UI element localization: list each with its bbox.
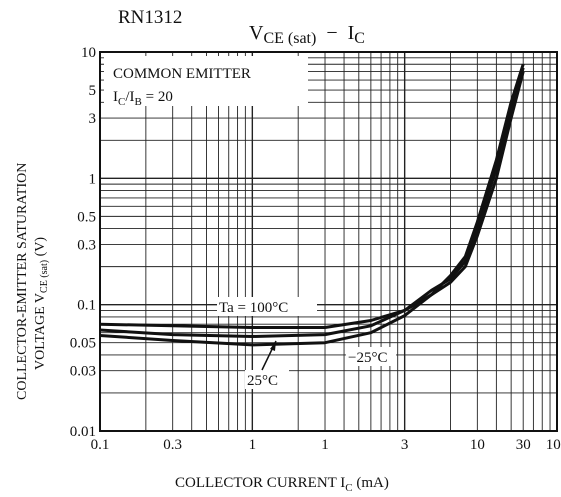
title-dash: − [326,22,337,44]
annotation-ratio: = 20 [142,89,173,105]
y-axis-label-line2-b: (V) [33,237,48,260]
y-tick-label: 3 [89,111,97,127]
series-line-1 [99,71,525,329]
y-axis-label-line2-a: VOLTAGE V [33,293,48,370]
title-main: V [249,22,264,44]
x-tick-label: 1 [249,437,257,453]
label-pointer-head [270,341,276,351]
x-tick-label: 10 [470,437,485,453]
x-axis-label-text: COLLECTOR CURRENT I [175,475,345,491]
y-tick-label: 0.1 [77,298,96,314]
title-rhs: I [348,22,355,44]
series-label-bg-3 [346,347,396,366]
x-axis-label-unit: (mA) [353,475,389,491]
title-rhs-sub: C [354,30,365,47]
y-tick-label: 0.5 [77,209,96,225]
chart-title: VCE (sat) − IC [249,22,365,47]
annotation-ic-sub: C [118,96,125,108]
part-number: RN1312 [118,7,182,28]
y-tick-labels: 10 5 3 1 0.5 0.3 0.1 0.05 0.03 0.01 [70,45,96,440]
annotation-ib-sub: B [135,96,142,108]
y-tick-label: 0.01 [70,424,96,440]
y-axis-label-line2-sub: CE (sat) [39,260,50,293]
series-group [99,63,525,347]
x-axis-label: COLLECTOR CURRENT IC (mA) [175,475,389,494]
series-labels: Ta = 100°C 25°C −25°C [217,297,396,389]
annotation-ib: /I [125,89,134,105]
x-tick-labels: 0.1 0.3 1 1 3 10 30 100 [91,437,561,453]
series-label-1: Ta = 100°C [219,300,288,316]
grid [99,52,557,432]
x-tick-label: 30 [516,437,531,453]
x-tick-label: 0.3 [163,437,182,453]
annotation-line2: IC/IB = 20 [113,89,173,108]
x-tick-label: 100 [546,437,561,453]
annotation-ic: I [113,89,118,105]
y-tick-label: 0.3 [77,237,96,253]
y-tick-label: 1 [89,171,97,187]
plot-frame [99,51,558,432]
y-tick-label: 5 [89,83,97,99]
series-label-bg-1 [217,297,317,316]
y-axis-label-line1: COLLECTOR-EMITTER SATURATION [15,163,30,400]
x-axis-label-sub: C [345,482,352,494]
annotation-line1: COMMON EMITTER [113,66,251,82]
series-line-2 [99,67,525,338]
x-tick-label: 3 [401,437,409,453]
title-main-sub: CE (sat) [263,30,316,47]
series-label-3: −25°C [348,350,387,366]
y-axis-label-line2: VOLTAGE VCE (sat) (V) [33,237,50,370]
series-line-3 [99,63,525,347]
x-tick-label: 0.1 [91,437,110,453]
y-tick-label: 10 [81,45,96,61]
x-tick-label: 1 [321,437,329,453]
y-tick-label: 0.05 [70,336,96,352]
annotation-box [104,56,308,106]
series-label-2: 25°C [247,373,278,389]
y-tick-label: 0.03 [70,364,96,380]
series-label-bg-2 [245,370,289,389]
